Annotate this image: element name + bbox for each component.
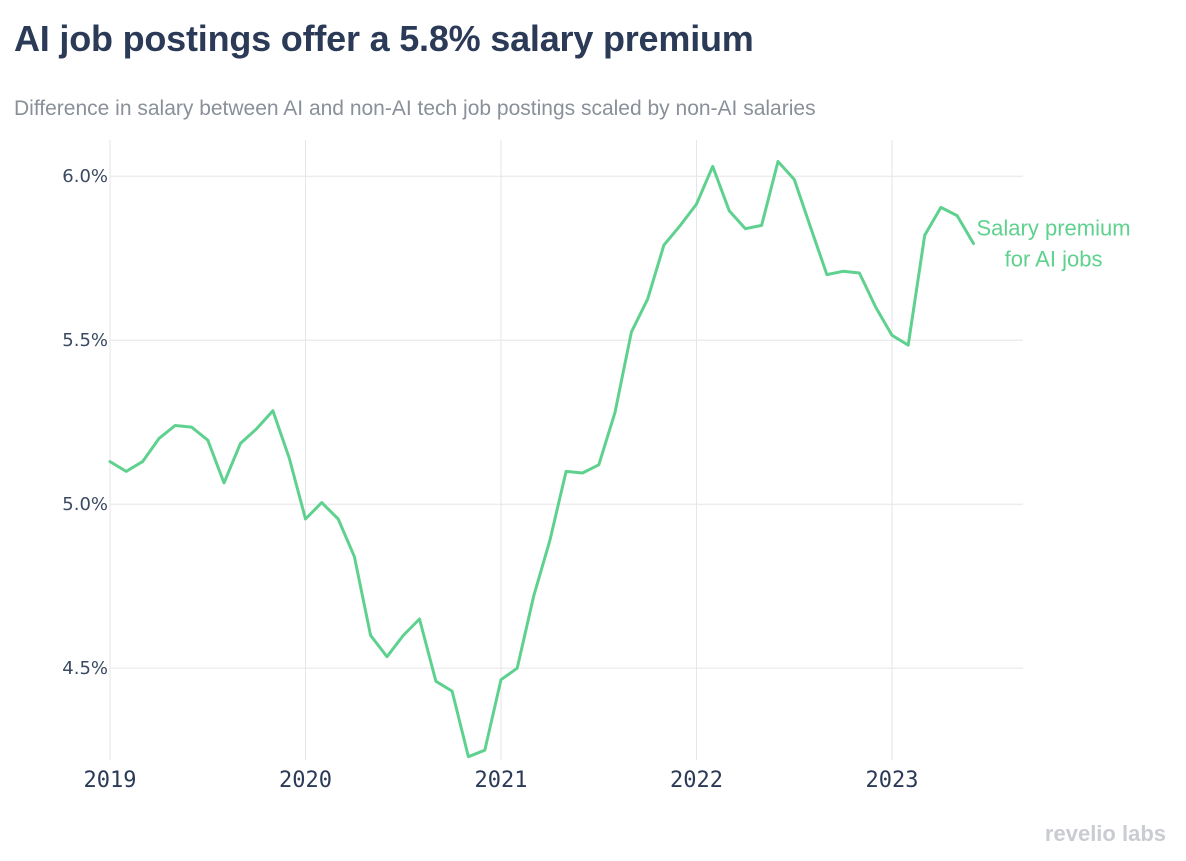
y-tick-label: 6.0% <box>62 166 108 187</box>
y-tick-label: 5.5% <box>62 330 108 351</box>
x-tick-label: 2022 <box>670 768 723 793</box>
grid-layer <box>109 140 1023 760</box>
series-label-line: for AI jobs <box>1005 246 1103 271</box>
y-tick-label: 5.0% <box>62 494 108 515</box>
x-tick-label: 2020 <box>279 768 332 793</box>
y-tick-label: 4.5% <box>62 658 108 679</box>
series-label-layer: Salary premium for AI jobs <box>977 215 1131 271</box>
x-tick-label: 2019 <box>84 768 137 793</box>
series-layer <box>108 160 975 759</box>
x-axis-ticks: 2019 2020 2021 2022 2023 <box>84 768 919 793</box>
chart-title: AI job postings offer a 5.8% salary prem… <box>14 18 754 59</box>
revelio-labs-logo: revelio labs <box>1044 821 1166 846</box>
x-tick-label: 2023 <box>866 768 919 793</box>
chart-subtitle: Difference in salary between AI and non-… <box>14 97 816 120</box>
series-label-line: Salary premium <box>977 215 1131 240</box>
series-line <box>108 160 975 759</box>
y-axis-ticks: 4.5% 5.0% 5.5% 6.0% <box>62 166 108 679</box>
x-tick-label: 2021 <box>475 768 528 793</box>
